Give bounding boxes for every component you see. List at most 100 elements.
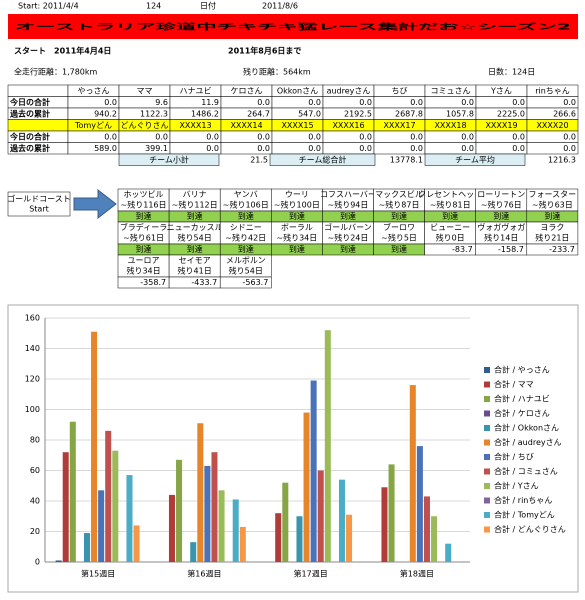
column-header: ケロさん <box>231 86 263 95</box>
cell-value: 11.9 <box>201 98 219 107</box>
stop-days: 残り34日 <box>126 266 160 276</box>
stop-days: ~残り34日 <box>276 233 317 243</box>
bar <box>282 482 289 562</box>
summary-label-cell <box>118 153 220 166</box>
legend-swatch <box>484 367 490 373</box>
bar <box>91 331 98 562</box>
stop-status: -158.7 <box>498 245 524 254</box>
legend-label: 合計 / Okkonさん <box>494 423 559 433</box>
bar <box>416 446 423 562</box>
bar <box>303 412 310 562</box>
cell-value: 0.0 <box>563 132 576 141</box>
cell-value: 0.0 <box>206 144 219 153</box>
cell-value: 0.0 <box>104 98 117 107</box>
stop-days: 残り54日 <box>178 233 212 243</box>
stop-name: ビューニー <box>430 223 470 232</box>
bar <box>83 533 90 562</box>
stop-days: ~残り100日 <box>274 200 320 210</box>
x-tick-label: 第16週目 <box>187 569 221 579</box>
cell-value: 0.0 <box>308 144 321 153</box>
bar <box>232 499 239 562</box>
column-header: Yさん <box>490 86 512 95</box>
column-header: ママ <box>137 86 153 95</box>
cell-value: 0.0 <box>461 132 474 141</box>
x-tick-label: 第15週目 <box>81 569 115 579</box>
legend-swatch <box>484 425 490 431</box>
cell-value: 1122.3 <box>140 109 168 118</box>
bar <box>190 542 197 562</box>
bar <box>126 475 133 562</box>
bar <box>239 526 246 562</box>
y-tick-label: 80 <box>30 436 40 445</box>
stop-name: ブーロワ <box>383 222 415 232</box>
start-text: Start <box>29 205 49 214</box>
start-box <box>7 191 71 217</box>
row-label: 過去の累計 <box>9 108 50 118</box>
cell-value: 0.0 <box>512 144 525 153</box>
cell-value: 0.0 <box>410 132 423 141</box>
stop-status: 到達 <box>544 211 560 221</box>
legend-swatch <box>484 454 490 460</box>
stop-name: セイモア <box>179 256 211 265</box>
column-header: Okkonさん <box>277 86 318 95</box>
stop-name: フォースター <box>529 190 577 199</box>
bar <box>431 516 438 562</box>
stop-name: ヨラク <box>540 223 564 232</box>
cell-value: 0.0 <box>410 144 423 153</box>
column-header: XXXX17 <box>383 121 415 130</box>
legend-swatch <box>484 468 490 475</box>
stop-days: ~残り42日 <box>225 233 266 243</box>
days-count: 日数：124日 <box>488 67 535 77</box>
stop-status: -358.7 <box>140 278 166 287</box>
bar <box>211 452 218 562</box>
summary-label-cell <box>424 153 526 166</box>
stop-days: ~残り5日 <box>381 233 417 243</box>
column-header: rinちゃん <box>535 86 570 95</box>
legend-label: 合計 / ちび <box>494 452 534 462</box>
y-tick-label: 40 <box>30 497 40 506</box>
summary-value: 21.5 <box>250 155 268 164</box>
bar <box>381 487 388 562</box>
stop-status-cell <box>219 276 272 289</box>
summary-label: チーム小計 <box>149 154 189 164</box>
summary-label-cell <box>269 153 376 166</box>
cell-value: 0.0 <box>359 144 372 153</box>
cell-value: 1486.2 <box>191 109 219 118</box>
stop-days: 残り21日 <box>535 233 569 243</box>
bar <box>317 470 324 562</box>
start-date: スタート 2011年4月4日 <box>14 46 111 56</box>
bar <box>388 464 395 562</box>
stop-status-cell <box>526 243 579 256</box>
stop-name: ボーラル <box>281 223 313 232</box>
row-label: 今日の合計 <box>9 97 50 107</box>
bar <box>197 423 204 562</box>
stop-name: ヴォガヴォガ <box>477 222 525 232</box>
stop-name: シドニー <box>230 223 262 232</box>
cell-value: 0.0 <box>563 144 576 153</box>
cell-value: 264.7 <box>247 109 270 118</box>
stop-status: -233.7 <box>549 245 575 254</box>
y-tick-label: 60 <box>30 466 40 475</box>
column-header: XXXX14 <box>230 121 262 130</box>
date-label: 日付 <box>200 1 216 11</box>
cell-value: 0.0 <box>206 132 219 141</box>
column-header: XXXX20 <box>536 121 568 130</box>
bar <box>310 380 317 562</box>
date: 2011/8/6 <box>262 2 298 11</box>
cell-value: 1057.8 <box>446 109 474 118</box>
stop-status: 到達 <box>289 211 305 221</box>
stop-status: 到達 <box>238 211 254 221</box>
x-tick-label: 第18週目 <box>400 569 434 579</box>
y-tick-label: 100 <box>25 405 40 414</box>
y-tick-label: 120 <box>25 375 40 384</box>
header-cell <box>7 119 69 132</box>
y-tick-label: 20 <box>30 527 40 536</box>
column-header: XXXX13 <box>179 121 211 130</box>
legend-swatch <box>484 439 490 446</box>
cell-value: 0.0 <box>359 98 372 107</box>
column-header: コミュさん <box>431 86 471 95</box>
stop-days: ~残り112日 <box>172 200 218 210</box>
column-header: やっさん <box>78 86 110 95</box>
cell-value: 2687.8 <box>395 109 423 118</box>
legend-label: 合計 / audreyさん <box>494 437 562 447</box>
